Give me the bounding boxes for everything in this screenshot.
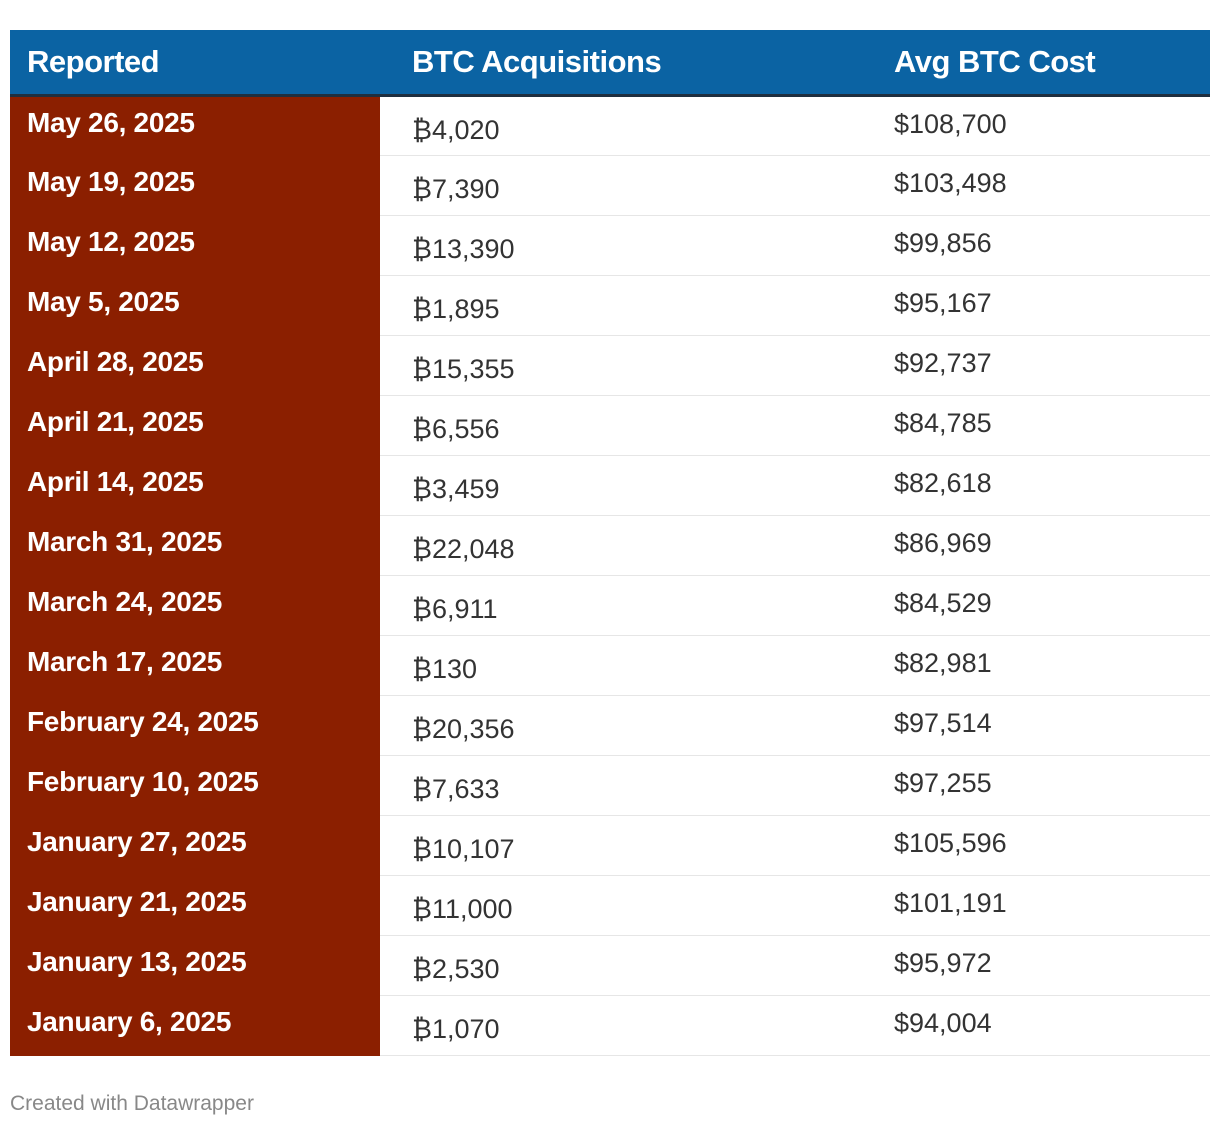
table-row: February 24, 2025 ₿20,356 $97,514 (10, 695, 1210, 756)
avg-btc-cost-cell: $84,785 (862, 395, 1210, 456)
column-header-avg-btc-cost[interactable]: Avg BTC Cost (862, 30, 1210, 97)
reported-cell: May 26, 2025 (10, 95, 380, 156)
avg-btc-cost-cell: $86,969 (862, 515, 1210, 576)
table-row: February 10, 2025 ₿7,633 $97,255 (10, 755, 1210, 816)
table-row: May 26, 2025 ₿4,020 $108,700 (10, 95, 1210, 156)
btc-acquisitions-cell: ₿11,000 (380, 875, 862, 936)
reported-cell: March 17, 2025 (10, 635, 380, 696)
btc-acquisitions-cell: ₿130 (380, 635, 862, 696)
btc-acquisitions-cell: ₿2,530 (380, 935, 862, 996)
reported-cell: April 14, 2025 (10, 455, 380, 516)
header-row: Reported BTC Acquisitions Avg BTC Cost (10, 30, 1210, 97)
reported-cell: May 19, 2025 (10, 155, 380, 216)
avg-btc-cost-cell: $82,618 (862, 455, 1210, 516)
btc-acquisitions-cell: ₿15,355 (380, 335, 862, 396)
table-row: March 24, 2025 ₿6,911 $84,529 (10, 575, 1210, 636)
btc-acquisitions-cell: ₿6,911 (380, 575, 862, 636)
btc-acquisitions-cell: ₿13,390 (380, 215, 862, 276)
table-row: March 31, 2025 ₿22,048 $86,969 (10, 515, 1210, 576)
avg-btc-cost-cell: $94,004 (862, 995, 1210, 1056)
reported-cell: April 21, 2025 (10, 395, 380, 456)
avg-btc-cost-cell: $99,856 (862, 215, 1210, 276)
btc-acquisitions-cell: ₿6,556 (380, 395, 862, 456)
data-table-container: Reported BTC Acquisitions Avg BTC Cost M… (10, 30, 1210, 1056)
avg-btc-cost-cell: $97,255 (862, 755, 1210, 816)
reported-cell: January 21, 2025 (10, 875, 380, 936)
avg-btc-cost-cell: $95,972 (862, 935, 1210, 996)
avg-btc-cost-cell: $105,596 (862, 815, 1210, 876)
avg-btc-cost-cell: $103,498 (862, 155, 1210, 216)
table-row: March 17, 2025 ₿130 $82,981 (10, 635, 1210, 696)
table-body: May 26, 2025 ₿4,020 $108,700 May 19, 2025 ₿7… (10, 95, 1210, 1056)
btc-acquisitions-cell: ₿3,459 (380, 455, 862, 516)
avg-btc-cost-cell: $108,700 (862, 95, 1210, 156)
avg-btc-cost-cell: $101,191 (862, 875, 1210, 936)
table-row: January 21, 2025 ₿11,000 $101,191 (10, 875, 1210, 936)
reported-cell: March 31, 2025 (10, 515, 380, 576)
reported-cell: January 27, 2025 (10, 815, 380, 876)
reported-cell: January 6, 2025 (10, 995, 380, 1056)
reported-cell: February 10, 2025 (10, 755, 380, 816)
avg-btc-cost-cell: $82,981 (862, 635, 1210, 696)
avg-btc-cost-cell: $84,529 (862, 575, 1210, 636)
column-header-reported[interactable]: Reported (10, 30, 380, 97)
table-row: January 13, 2025 ₿2,530 $95,972 (10, 935, 1210, 996)
table-row: January 6, 2025 ₿1,070 $94,004 (10, 995, 1210, 1056)
table-row: May 19, 2025 ₿7,390 $103,498 (10, 155, 1210, 216)
table-header: Reported BTC Acquisitions Avg BTC Cost (10, 30, 1210, 97)
reported-cell: April 28, 2025 (10, 335, 380, 396)
btc-acquisitions-cell: ₿10,107 (380, 815, 862, 876)
table-row: May 5, 2025 ₿1,895 $95,167 (10, 275, 1210, 336)
reported-cell: March 24, 2025 (10, 575, 380, 636)
table-row: January 27, 2025 ₿10,107 $105,596 (10, 815, 1210, 876)
avg-btc-cost-cell: $97,514 (862, 695, 1210, 756)
datawrapper-credit[interactable]: Created with Datawrapper (10, 1092, 254, 1115)
btc-acquisitions-cell: ₿7,633 (380, 755, 862, 816)
avg-btc-cost-cell: $95,167 (862, 275, 1210, 336)
btc-acquisitions-cell: ₿22,048 (380, 515, 862, 576)
table-row: May 12, 2025 ₿13,390 $99,856 (10, 215, 1210, 276)
reported-cell: January 13, 2025 (10, 935, 380, 996)
avg-btc-cost-cell: $92,737 (862, 335, 1210, 396)
btc-acquisitions-cell: ₿4,020 (380, 95, 862, 156)
column-header-btc-acquisitions[interactable]: BTC Acquisitions (380, 30, 862, 97)
table-row: April 28, 2025 ₿15,355 $92,737 (10, 335, 1210, 396)
table-row: April 21, 2025 ₿6,556 $84,785 (10, 395, 1210, 456)
btc-acquisitions-cell: ₿7,390 (380, 155, 862, 216)
btc-acquisitions-cell: ₿1,070 (380, 995, 862, 1056)
table-row: April 14, 2025 ₿3,459 $82,618 (10, 455, 1210, 516)
btc-acquisitions-cell: ₿20,356 (380, 695, 862, 756)
reported-cell: May 12, 2025 (10, 215, 380, 276)
reported-cell: February 24, 2025 (10, 695, 380, 756)
reported-cell: May 5, 2025 (10, 275, 380, 336)
btc-acquisitions-table: Reported BTC Acquisitions Avg BTC Cost M… (10, 30, 1210, 1056)
btc-acquisitions-cell: ₿1,895 (380, 275, 862, 336)
